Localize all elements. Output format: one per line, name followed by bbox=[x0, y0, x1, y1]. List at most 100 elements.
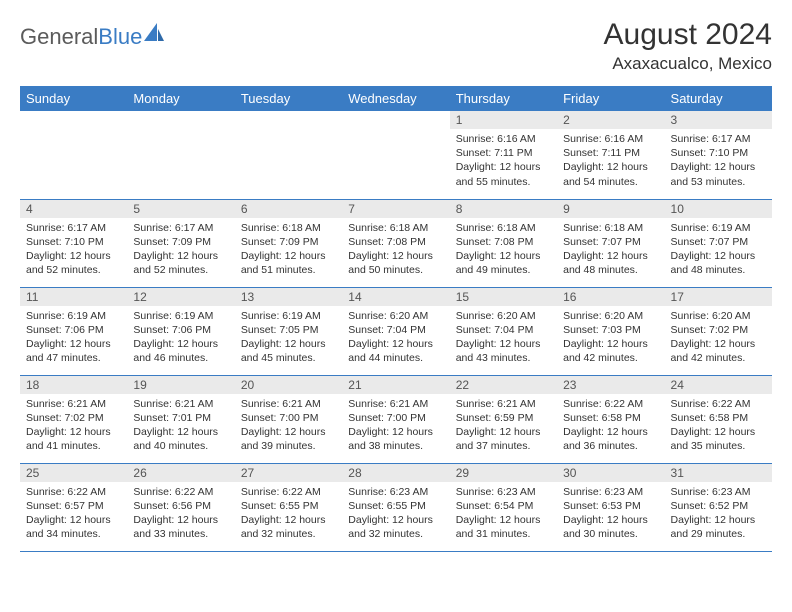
day-details: Sunrise: 6:16 AMSunset: 7:11 PMDaylight:… bbox=[450, 129, 557, 193]
weekday-header: Thursday bbox=[450, 86, 557, 111]
calendar-table: Sunday Monday Tuesday Wednesday Thursday… bbox=[20, 86, 772, 552]
sunset-line: Sunset: 7:11 PM bbox=[456, 146, 551, 160]
sunrise-line: Sunrise: 6:20 AM bbox=[671, 309, 766, 323]
daylight-line: Daylight: 12 hours and 45 minutes. bbox=[241, 337, 336, 365]
day-number: 20 bbox=[235, 376, 342, 394]
calendar-day-cell: 31Sunrise: 6:23 AMSunset: 6:52 PMDayligh… bbox=[665, 463, 772, 551]
sunrise-line: Sunrise: 6:21 AM bbox=[348, 397, 443, 411]
sunset-line: Sunset: 7:00 PM bbox=[348, 411, 443, 425]
sunrise-line: Sunrise: 6:17 AM bbox=[671, 132, 766, 146]
calendar-day-cell: 15Sunrise: 6:20 AMSunset: 7:04 PMDayligh… bbox=[450, 287, 557, 375]
sunset-line: Sunset: 7:10 PM bbox=[26, 235, 121, 249]
calendar-day-cell: 10Sunrise: 6:19 AMSunset: 7:07 PMDayligh… bbox=[665, 199, 772, 287]
day-number: 26 bbox=[127, 464, 234, 482]
sunrise-line: Sunrise: 6:22 AM bbox=[241, 485, 336, 499]
day-number: 2 bbox=[557, 111, 664, 129]
calendar-day-cell: 5Sunrise: 6:17 AMSunset: 7:09 PMDaylight… bbox=[127, 199, 234, 287]
daylight-line: Daylight: 12 hours and 42 minutes. bbox=[671, 337, 766, 365]
day-number: 31 bbox=[665, 464, 772, 482]
calendar-day-cell: 26Sunrise: 6:22 AMSunset: 6:56 PMDayligh… bbox=[127, 463, 234, 551]
day-number: 4 bbox=[20, 200, 127, 218]
day-details: Sunrise: 6:17 AMSunset: 7:09 PMDaylight:… bbox=[127, 218, 234, 282]
sunset-line: Sunset: 7:08 PM bbox=[348, 235, 443, 249]
calendar-day-cell: 14Sunrise: 6:20 AMSunset: 7:04 PMDayligh… bbox=[342, 287, 449, 375]
sunrise-line: Sunrise: 6:17 AM bbox=[133, 221, 228, 235]
calendar-day-cell: 9Sunrise: 6:18 AMSunset: 7:07 PMDaylight… bbox=[557, 199, 664, 287]
day-number: 24 bbox=[665, 376, 772, 394]
calendar-day-cell: 1Sunrise: 6:16 AMSunset: 7:11 PMDaylight… bbox=[450, 111, 557, 199]
logo-text-general: General bbox=[20, 24, 98, 50]
day-details: Sunrise: 6:22 AMSunset: 6:58 PMDaylight:… bbox=[665, 394, 772, 458]
day-number: 19 bbox=[127, 376, 234, 394]
sunrise-line: Sunrise: 6:16 AM bbox=[563, 132, 658, 146]
sunset-line: Sunset: 7:09 PM bbox=[133, 235, 228, 249]
calendar-day-cell: 12Sunrise: 6:19 AMSunset: 7:06 PMDayligh… bbox=[127, 287, 234, 375]
day-number: 18 bbox=[20, 376, 127, 394]
sunrise-line: Sunrise: 6:23 AM bbox=[348, 485, 443, 499]
day-number: 9 bbox=[557, 200, 664, 218]
sunset-line: Sunset: 7:07 PM bbox=[563, 235, 658, 249]
calendar-day-cell bbox=[127, 111, 234, 199]
sunset-line: Sunset: 6:53 PM bbox=[563, 499, 658, 513]
daylight-line: Daylight: 12 hours and 31 minutes. bbox=[456, 513, 551, 541]
daylight-line: Daylight: 12 hours and 38 minutes. bbox=[348, 425, 443, 453]
daylight-line: Daylight: 12 hours and 32 minutes. bbox=[348, 513, 443, 541]
location: Axaxacualco, Mexico bbox=[604, 54, 772, 74]
day-number: 6 bbox=[235, 200, 342, 218]
day-number: 1 bbox=[450, 111, 557, 129]
day-number: 27 bbox=[235, 464, 342, 482]
sunset-line: Sunset: 6:58 PM bbox=[563, 411, 658, 425]
calendar-day-cell: 23Sunrise: 6:22 AMSunset: 6:58 PMDayligh… bbox=[557, 375, 664, 463]
calendar-day-cell: 24Sunrise: 6:22 AMSunset: 6:58 PMDayligh… bbox=[665, 375, 772, 463]
day-number: 10 bbox=[665, 200, 772, 218]
calendar-day-cell: 11Sunrise: 6:19 AMSunset: 7:06 PMDayligh… bbox=[20, 287, 127, 375]
calendar-day-cell: 18Sunrise: 6:21 AMSunset: 7:02 PMDayligh… bbox=[20, 375, 127, 463]
daylight-line: Daylight: 12 hours and 49 minutes. bbox=[456, 249, 551, 277]
weekday-header: Monday bbox=[127, 86, 234, 111]
sunrise-line: Sunrise: 6:22 AM bbox=[671, 397, 766, 411]
day-number: 28 bbox=[342, 464, 449, 482]
day-details: Sunrise: 6:21 AMSunset: 7:01 PMDaylight:… bbox=[127, 394, 234, 458]
day-number: 7 bbox=[342, 200, 449, 218]
sunset-line: Sunset: 7:06 PM bbox=[133, 323, 228, 337]
day-details: Sunrise: 6:22 AMSunset: 6:57 PMDaylight:… bbox=[20, 482, 127, 546]
day-number: 30 bbox=[557, 464, 664, 482]
sunrise-line: Sunrise: 6:18 AM bbox=[456, 221, 551, 235]
day-details: Sunrise: 6:17 AMSunset: 7:10 PMDaylight:… bbox=[20, 218, 127, 282]
day-details: Sunrise: 6:18 AMSunset: 7:07 PMDaylight:… bbox=[557, 218, 664, 282]
day-details: Sunrise: 6:17 AMSunset: 7:10 PMDaylight:… bbox=[665, 129, 772, 193]
daylight-line: Daylight: 12 hours and 44 minutes. bbox=[348, 337, 443, 365]
calendar-day-cell: 22Sunrise: 6:21 AMSunset: 6:59 PMDayligh… bbox=[450, 375, 557, 463]
weekday-header: Sunday bbox=[20, 86, 127, 111]
sunrise-line: Sunrise: 6:23 AM bbox=[563, 485, 658, 499]
calendar-day-cell: 8Sunrise: 6:18 AMSunset: 7:08 PMDaylight… bbox=[450, 199, 557, 287]
calendar-week-row: 4Sunrise: 6:17 AMSunset: 7:10 PMDaylight… bbox=[20, 199, 772, 287]
sail-icon bbox=[144, 23, 166, 48]
logo: GeneralBlue bbox=[20, 24, 166, 50]
calendar-day-cell: 19Sunrise: 6:21 AMSunset: 7:01 PMDayligh… bbox=[127, 375, 234, 463]
weekday-header: Saturday bbox=[665, 86, 772, 111]
sunset-line: Sunset: 7:08 PM bbox=[456, 235, 551, 249]
sunrise-line: Sunrise: 6:18 AM bbox=[241, 221, 336, 235]
day-details: Sunrise: 6:20 AMSunset: 7:02 PMDaylight:… bbox=[665, 306, 772, 370]
month-title: August 2024 bbox=[604, 18, 772, 52]
sunset-line: Sunset: 6:55 PM bbox=[348, 499, 443, 513]
sunset-line: Sunset: 6:52 PM bbox=[671, 499, 766, 513]
calendar-week-row: 1Sunrise: 6:16 AMSunset: 7:11 PMDaylight… bbox=[20, 111, 772, 199]
sunrise-line: Sunrise: 6:21 AM bbox=[26, 397, 121, 411]
sunrise-line: Sunrise: 6:20 AM bbox=[456, 309, 551, 323]
day-number: 12 bbox=[127, 288, 234, 306]
sunrise-line: Sunrise: 6:20 AM bbox=[348, 309, 443, 323]
sunrise-line: Sunrise: 6:19 AM bbox=[671, 221, 766, 235]
day-details: Sunrise: 6:23 AMSunset: 6:52 PMDaylight:… bbox=[665, 482, 772, 546]
sunrise-line: Sunrise: 6:23 AM bbox=[671, 485, 766, 499]
day-details: Sunrise: 6:22 AMSunset: 6:55 PMDaylight:… bbox=[235, 482, 342, 546]
daylight-line: Daylight: 12 hours and 47 minutes. bbox=[26, 337, 121, 365]
day-details: Sunrise: 6:19 AMSunset: 7:06 PMDaylight:… bbox=[20, 306, 127, 370]
daylight-line: Daylight: 12 hours and 43 minutes. bbox=[456, 337, 551, 365]
calendar-week-row: 25Sunrise: 6:22 AMSunset: 6:57 PMDayligh… bbox=[20, 463, 772, 551]
day-details: Sunrise: 6:22 AMSunset: 6:56 PMDaylight:… bbox=[127, 482, 234, 546]
daylight-line: Daylight: 12 hours and 52 minutes. bbox=[133, 249, 228, 277]
day-details: Sunrise: 6:19 AMSunset: 7:05 PMDaylight:… bbox=[235, 306, 342, 370]
day-number: 13 bbox=[235, 288, 342, 306]
